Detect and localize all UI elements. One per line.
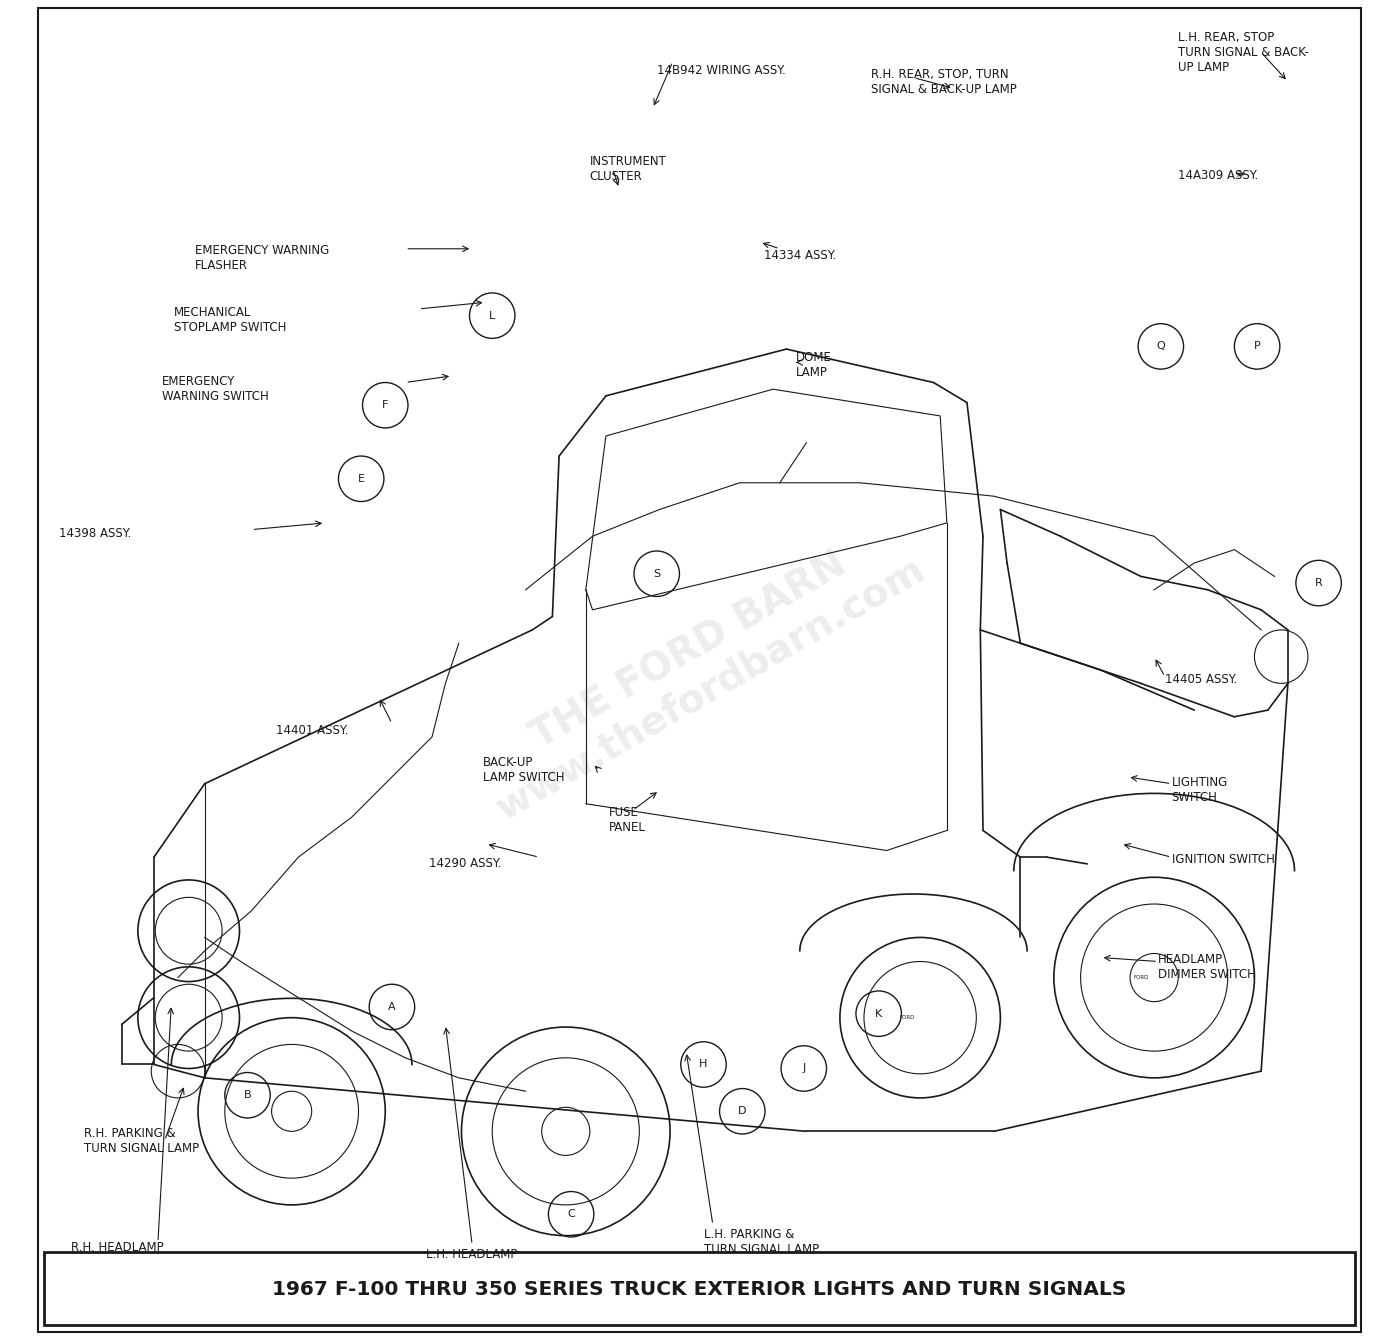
Text: K: K [874,1009,883,1018]
Text: EMERGENCY WARNING
FLASHER: EMERGENCY WARNING FLASHER [196,244,330,272]
Text: IGNITION SWITCH: IGNITION SWITCH [1171,854,1274,867]
Text: LIGHTING
SWITCH: LIGHTING SWITCH [1171,776,1228,804]
Text: B: B [243,1091,252,1100]
Text: THE FORD BARN
www.thefordbarn.com: THE FORD BARN www.thefordbarn.com [467,512,932,828]
Text: FORD: FORD [1133,976,1149,980]
Text: P: P [1254,342,1260,351]
Text: H: H [700,1060,708,1069]
Text: 14334 ASSY.: 14334 ASSY. [764,249,837,261]
Text: 1967 F-100 THRU 350 SERIES TRUCK EXTERIOR LIGHTS AND TURN SIGNALS: 1967 F-100 THRU 350 SERIES TRUCK EXTERIO… [273,1280,1126,1298]
Text: 14405 ASSY.: 14405 ASSY. [1165,673,1237,686]
Text: 14A309 ASSY.: 14A309 ASSY. [1178,169,1259,182]
Text: Q: Q [1157,342,1165,351]
Text: DOME
LAMP: DOME LAMP [796,351,831,379]
Text: MECHANICAL
STOPLAMP SWITCH: MECHANICAL STOPLAMP SWITCH [173,306,287,334]
Text: L: L [490,311,495,320]
Text: L.H. PARKING &
TURN SIGNAL LAMP: L.H. PARKING & TURN SIGNAL LAMP [704,1229,818,1257]
Text: A: A [388,1002,396,1012]
Text: 14290 ASSY.: 14290 ASSY. [429,858,502,871]
Text: R.H. HEADLAMP: R.H. HEADLAMP [71,1241,164,1254]
Text: E: E [358,474,365,484]
Text: D: D [739,1107,747,1116]
Text: F: F [382,401,389,410]
Text: L.H. HEADLAMP: L.H. HEADLAMP [427,1248,518,1261]
Text: EMERGENCY
WARNING SWITCH: EMERGENCY WARNING SWITCH [162,375,269,403]
Text: 14401 ASSY.: 14401 ASSY. [276,724,348,737]
Text: 14398 ASSY.: 14398 ASSY. [59,527,132,540]
Text: R.H. REAR, STOP, TURN
SIGNAL & BACK-UP LAMP: R.H. REAR, STOP, TURN SIGNAL & BACK-UP L… [870,67,1017,95]
Text: FUSE
PANEL: FUSE PANEL [609,805,645,833]
Text: R: R [1315,578,1322,588]
Bar [45,1252,1354,1325]
Text: INSTRUMENT
CLUSTER: INSTRUMENT CLUSTER [590,154,667,182]
Text: C: C [567,1209,575,1219]
Text: HEADLAMP
DIMMER SWITCH: HEADLAMP DIMMER SWITCH [1158,953,1256,981]
Text: L.H. REAR, STOP
TURN SIGNAL & BACK-
UP LAMP: L.H. REAR, STOP TURN SIGNAL & BACK- UP L… [1178,31,1309,74]
Text: J: J [802,1064,806,1073]
Text: S: S [653,568,660,579]
Text: FORD: FORD [900,1016,915,1020]
Text: BACK-UP
LAMP SWITCH: BACK-UP LAMP SWITCH [483,756,564,784]
Text: 14B942 WIRING ASSY.: 14B942 WIRING ASSY. [656,64,785,78]
Text: R.H. PARKING &
TURN SIGNAL LAMP: R.H. PARKING & TURN SIGNAL LAMP [84,1127,200,1155]
